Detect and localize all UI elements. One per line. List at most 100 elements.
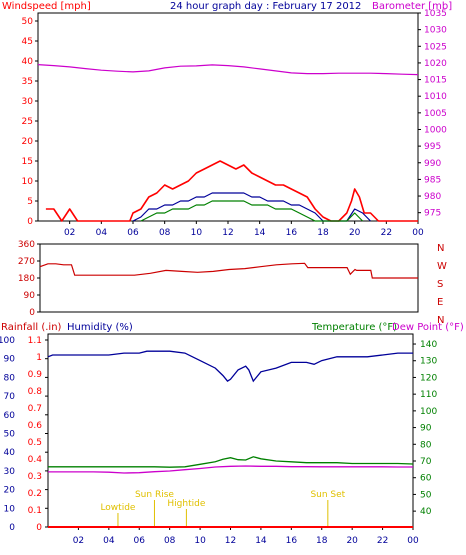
- hour-tick-label: 10: [191, 228, 203, 238]
- humidity-tick-label: 70: [4, 392, 16, 402]
- rainfall-tick-label: 0: [36, 523, 42, 533]
- hour-tick-label: 08: [164, 536, 176, 546]
- humidity-tick-label: 30: [4, 467, 16, 477]
- rainfall-axis-label: Rainfall (.in): [1, 322, 62, 333]
- rainfall-tick-label: 0.8: [28, 387, 43, 397]
- temperature-tick-label: 80: [420, 440, 432, 450]
- chart-title: 24 hour graph day : February 17 2012: [170, 1, 361, 12]
- humidity-tick-label: 100: [0, 336, 15, 346]
- wind_low-line: [140, 200, 364, 222]
- temperature-tick-label: 90: [420, 424, 432, 434]
- temperature-tick-label: 100: [420, 407, 437, 417]
- temperature-tick-label: 130: [420, 357, 437, 367]
- event-label: Lowtide: [100, 503, 135, 513]
- temperature-tick-label: 120: [420, 373, 437, 383]
- compass-label-s: S: [437, 279, 443, 290]
- hour-tick-label: 06: [134, 536, 146, 546]
- barometer-tick-label: 1015: [424, 76, 447, 86]
- rainfall-tick-label: 0.4: [28, 455, 43, 465]
- hour-tick-label: 20: [349, 228, 361, 238]
- rainfall-tick-label: 1: [36, 353, 42, 363]
- wind_direction-line: [39, 262, 418, 279]
- temperature-tick-label: 70: [420, 457, 432, 467]
- hour-tick-label: 02: [64, 228, 75, 238]
- windspeed-tick-label: 40: [22, 57, 34, 67]
- barometer-tick-label: 990: [424, 159, 441, 169]
- rainfall-tick-label: 0.3: [28, 472, 42, 482]
- windspeed-tick-label: 15: [22, 157, 33, 167]
- event-label: Hightide: [167, 499, 205, 509]
- compass-label-e: E: [437, 297, 443, 308]
- humidity-tick-label: 90: [4, 355, 16, 365]
- windspeed-tick-label: 20: [22, 137, 34, 147]
- dewpoint-line: [48, 465, 413, 474]
- windspeed-axis-label: Windspeed [mph]: [2, 1, 91, 12]
- rainfall-tick-label: 0.5: [28, 438, 42, 448]
- windspeed-tick-label: 5: [27, 197, 33, 207]
- event-label: Sun Rise: [135, 490, 174, 500]
- humidity-tick-label: 0: [9, 523, 15, 533]
- hour-tick-label: 18: [317, 228, 329, 238]
- barometer-tick-label: 1020: [424, 59, 447, 69]
- hour-tick-label: 22: [381, 228, 392, 238]
- hour-tick-label: 04: [96, 228, 108, 238]
- barometer-tick-label: 980: [424, 192, 441, 202]
- compass-label-w: W: [437, 261, 447, 272]
- hour-tick-label: 20: [346, 536, 358, 546]
- barometer-tick-label: 975: [424, 209, 441, 219]
- hour-tick-label: 16: [286, 228, 298, 238]
- hour-tick-label: 16: [286, 536, 298, 546]
- hour-tick-label: 00: [412, 228, 424, 238]
- rainfall-tick-label: 0.1: [28, 506, 42, 516]
- windspeed-tick-label: 10: [22, 177, 34, 187]
- humidity-tick-label: 50: [4, 430, 16, 440]
- barometer-axis-label: Barometer [mb]: [372, 1, 452, 12]
- barometer-tick-label: 995: [424, 142, 441, 152]
- hour-tick-label: 06: [127, 228, 139, 238]
- hour-tick-label: 14: [255, 536, 267, 546]
- rainfall-tick-label: 0.2: [28, 489, 42, 499]
- barometer-tick-label: 1000: [424, 125, 447, 135]
- compass-label-n-top: N: [437, 243, 444, 254]
- hour-tick-label: 14: [254, 228, 266, 238]
- wind-direction-panel: 0 90 180 270 360: [18, 240, 419, 318]
- windspeed-tick-label: 45: [22, 37, 33, 47]
- barometer-tick-label: 1010: [424, 92, 447, 102]
- windspeed-tick-label: 0: [27, 217, 33, 227]
- barometer-tick-label: 985: [424, 175, 441, 185]
- hour-tick-label: 12: [225, 536, 236, 546]
- rainfall-tick-label: 1.1: [28, 336, 42, 346]
- barometer-line: [37, 64, 419, 76]
- humidity-tick-label: 20: [4, 486, 16, 496]
- humidity-tick-label: 60: [4, 411, 16, 421]
- humidity-tick-label: 40: [4, 448, 16, 458]
- windspeed-tick-label: 50: [22, 17, 34, 27]
- hour-tick-label: 02: [73, 536, 84, 546]
- humidity-line: [47, 350, 413, 383]
- rain-humidity-temperature-panel: 0 10 20 30 40 50 60 70 80 90 100 0 0.1 0.2 0.3 0.4 0.5 0.…: [0, 333, 437, 546]
- hour-tick-label: 22: [377, 536, 388, 546]
- direction-tick-label: 90: [24, 291, 36, 301]
- dewpoint-axis-label: Dew Point (°F): [392, 322, 464, 333]
- humidity-tick-label: 10: [4, 504, 16, 514]
- rainfall-tick-label: 0.7: [28, 404, 42, 414]
- windspeed-tick-label: 30: [22, 97, 34, 107]
- humidity-tick-label: 80: [4, 373, 16, 383]
- temperature-tick-label: 40: [420, 507, 432, 517]
- wind_avg-line: [132, 192, 371, 222]
- hour-tick-label: 12: [222, 228, 233, 238]
- compass-label-n-bottom: N: [437, 315, 444, 326]
- windspeed-tick-label: 35: [22, 77, 33, 87]
- hour-tick-label: 04: [103, 536, 115, 546]
- barometer-tick-label: 1035: [424, 9, 447, 19]
- temperature-line: [48, 456, 414, 468]
- temperature-axis-label: Temperature (°F): [311, 322, 397, 333]
- hour-tick-label: 10: [194, 536, 206, 546]
- direction-tick-label: 360: [18, 240, 35, 250]
- direction-tick-label: 0: [29, 308, 35, 318]
- rainfall-tick-label: 0.9: [28, 370, 43, 380]
- rainfall-tick-label: 0.6: [28, 421, 43, 431]
- barometer-tick-label: 1025: [424, 42, 447, 52]
